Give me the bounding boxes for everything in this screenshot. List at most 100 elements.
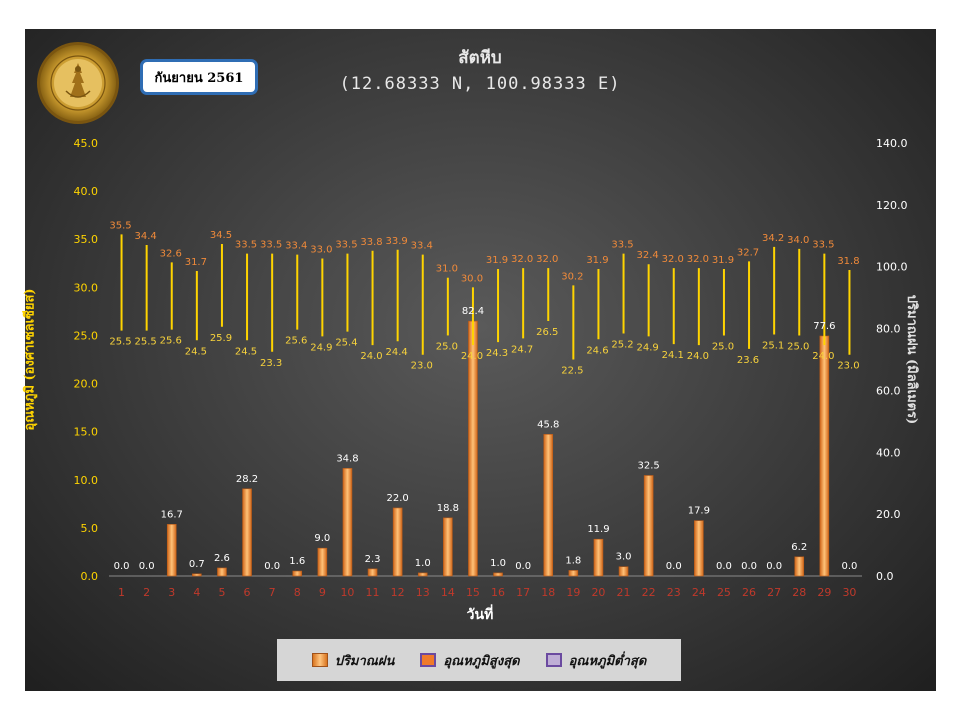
y-right-tick-label: 140.0 [876,137,908,150]
chart-title: สัตหีบ [458,48,502,68]
max-temp-label: 33.5 [812,240,834,251]
x-tick-label: 11 [366,586,380,599]
max-temp-label: 32.6 [160,248,182,259]
rain-data-label: 18.8 [437,503,459,514]
min-temp-label: 26.5 [536,327,558,338]
y-left-tick-label: 20.0 [74,378,99,391]
tmd-seal-icon [37,42,119,124]
min-temp-label: 25.0 [787,341,809,352]
x-axis-title: วันที่ [466,607,494,623]
rain-bar [166,524,177,577]
x-tick-label: 16 [491,586,505,599]
rain-data-label: 2.6 [214,553,230,564]
rain-bar [392,507,403,577]
x-tick-label: 1 [118,586,125,599]
max-temp-label: 33.5 [611,240,633,251]
min-temp-label: 25.5 [135,337,157,348]
rain-data-label: 9.0 [314,533,330,544]
min-temp-label: 23.3 [260,358,282,369]
x-tick-label: 7 [269,586,276,599]
rain-data-label: 32.5 [638,460,660,471]
max-temp-label: 33.8 [360,237,382,248]
max-temp-label: 35.5 [109,220,131,231]
legend-swatch-min [545,653,562,667]
x-tick-label: 2 [143,586,150,599]
rain-bar [819,335,830,577]
rain-data-label: 0.0 [766,561,782,572]
max-temp-label: 31.9 [586,255,608,266]
rain-bar [342,468,353,577]
min-temp-label: 25.6 [160,336,182,347]
y-left-tick-label: 45.0 [74,137,99,150]
min-temp-label: 24.0 [461,351,483,362]
max-temp-label: 34.5 [210,230,232,241]
min-temp-label: 25.2 [611,340,633,351]
y-left-tick-label: 30.0 [74,281,99,294]
max-temp-label: 33.4 [411,241,433,252]
x-tick-label: 8 [294,586,301,599]
rain-data-label: 0.0 [666,561,682,572]
y-right-tick-label: 60.0 [876,384,901,397]
rain-data-label: 6.2 [791,542,807,553]
min-temp-label: 24.4 [386,347,408,358]
min-temp-label: 25.9 [210,333,232,344]
rain-bar [417,572,428,577]
rain-data-label: 1.6 [289,556,305,567]
rain-data-label: 45.8 [537,419,559,430]
rain-bar [543,434,554,577]
x-tick-label: 26 [742,586,756,599]
rain-data-label: 82.4 [462,306,484,317]
y-left-tick-label: 15.0 [74,426,99,439]
max-temp-label: 32.0 [511,254,533,265]
x-tick-label: 20 [591,586,605,599]
y-right-tick-label: 40.0 [876,446,901,459]
month-label: กันยายน 2561 [154,70,244,86]
rain-data-label: 1.8 [565,555,581,566]
max-temp-label: 32.0 [536,254,558,265]
y-right-tick-label: 80.0 [876,323,901,336]
y-right-tick-label: 20.0 [876,508,901,521]
y-right-tick-label: 0.0 [876,570,894,583]
legend: ปริมาณฝน อุณหภูมิสูงสุด อุณหภูมิต่ำสุด [277,639,681,681]
max-temp-label: 31.9 [486,255,508,266]
y-axis-left-title: อุณหภูมิ (องศาเซลเซียส) [22,288,38,431]
rain-bar [242,488,252,577]
max-temp-label: 33.5 [335,240,357,251]
x-tick-label: 14 [441,586,455,599]
min-temp-label: 24.6 [586,345,608,356]
rain-bar [443,517,453,577]
max-temp-label: 31.0 [436,264,458,275]
max-temp-label: 32.7 [737,247,759,258]
month-badge: กันยายน 2561 [140,59,258,95]
min-temp-label: 24.0 [687,351,709,362]
min-temp-label: 23.6 [737,355,759,366]
max-temp-label: 32.0 [687,254,709,265]
legend-swatch-rain [311,653,328,667]
min-temp-label: 22.5 [561,366,583,377]
min-temp-label: 23.0 [411,361,433,372]
rain-bar [794,556,805,577]
min-temp-label: 25.5 [109,337,131,348]
x-tick-label: 13 [416,586,430,599]
x-tick-label: 19 [566,586,580,599]
x-tick-label: 18 [541,586,555,599]
max-temp-label: 33.0 [310,244,332,255]
rain-data-label: 0.0 [841,561,857,572]
rain-data-label: 2.3 [365,554,381,565]
rain-bar [367,568,378,577]
x-tick-label: 22 [642,586,656,599]
rain-bar [192,573,202,577]
max-temp-label: 30.2 [561,271,583,282]
min-temp-label: 24.9 [637,342,659,353]
y-left-tick-label: 40.0 [74,185,99,198]
max-temp-label: 30.0 [461,273,483,284]
rain-data-label: 11.9 [587,524,609,535]
rain-data-label: 0.0 [139,561,155,572]
rain-bar [568,570,579,577]
x-tick-label: 9 [319,586,326,599]
chart-panel [25,29,936,691]
x-tick-label: 23 [667,586,681,599]
x-tick-label: 3 [168,586,175,599]
min-temp-label: 24.7 [511,344,533,355]
